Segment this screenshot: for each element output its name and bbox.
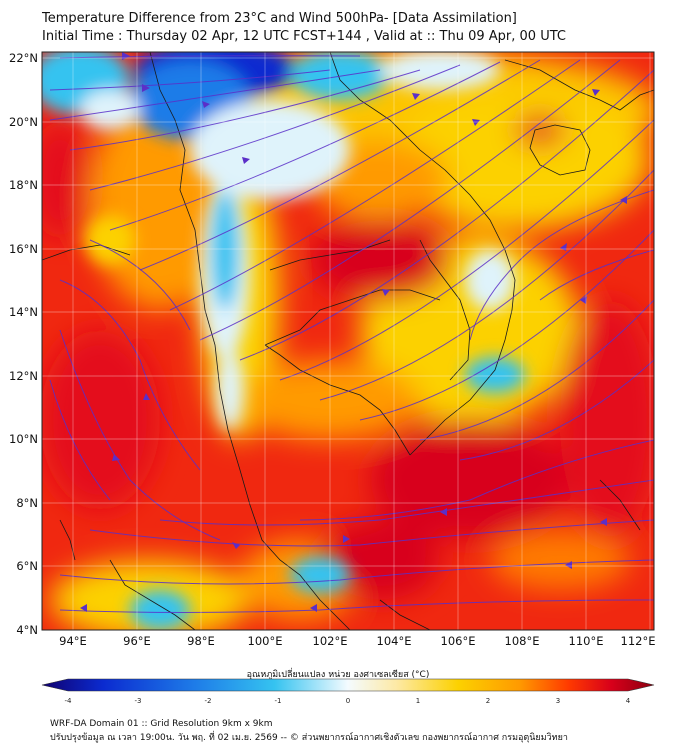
title-line-1: Temperature Difference from 23°C and Win…	[42, 11, 517, 26]
lon-label: 108°E	[505, 634, 540, 648]
lon-label: 102°E	[313, 634, 348, 648]
temperature-field	[42, 52, 654, 630]
lat-label: 16°N	[9, 242, 38, 256]
colorbar: -4 -3 -2 -1 0 1 2 3 4	[41, 678, 655, 705]
lat-label: 12°N	[9, 369, 38, 383]
coastlines	[42, 52, 654, 630]
lon-label: 106°E	[441, 634, 476, 648]
longitude-labels: 94°E 96°E 98°E 100°E 102°E 104°E 106°E 1…	[59, 634, 655, 648]
colorbar-bar	[41, 678, 655, 692]
colorbar-tick: 0	[346, 697, 350, 705]
colorbar-tick: 4	[626, 697, 631, 705]
footer-line-1: WRF-DA Domain 01 :: Grid Resolution 9km …	[50, 719, 273, 729]
colorbar-tick: -2	[205, 697, 212, 705]
colorbar-tick: -3	[135, 697, 142, 705]
lon-label: 112°E	[621, 634, 656, 648]
colorbar-tick: -1	[275, 697, 282, 705]
title-line-2: Initial Time : Thursday 02 Apr, 12 UTC F…	[42, 29, 566, 44]
lat-label: 20°N	[9, 115, 38, 129]
chart-title: Temperature Difference from 23°C and Win…	[42, 10, 566, 46]
colorbar-tick: -4	[65, 697, 73, 705]
weather-map: 22°N 20°N 18°N 16°N 14°N 12°N 10°N 8°N 6…	[9, 51, 655, 648]
lat-label: 6°N	[16, 559, 38, 573]
map-frame	[41, 51, 655, 631]
lon-label: 98°E	[187, 634, 215, 648]
colorbar-tick: 2	[486, 697, 490, 705]
colorbar-label: อุณหภูมิเปลี่ยนแปลง หน่วย องศาเซลเซียส (…	[246, 670, 430, 680]
graticule	[42, 52, 654, 630]
lat-label: 22°N	[9, 51, 38, 65]
lat-label: 14°N	[9, 305, 38, 319]
lon-label: 104°E	[377, 634, 412, 648]
latitude-labels: 22°N 20°N 18°N 16°N 14°N 12°N 10°N 8°N 6…	[9, 51, 38, 637]
lat-label: 10°N	[9, 432, 38, 446]
lon-label: 94°E	[59, 634, 87, 648]
lon-label: 110°E	[569, 634, 604, 648]
colorbar-tick: 3	[556, 697, 560, 705]
lat-label: 4°N	[16, 623, 38, 637]
lat-label: 8°N	[16, 496, 38, 510]
wind-streamlines	[49, 55, 654, 613]
lat-label: 18°N	[9, 178, 38, 192]
lon-label: 100°E	[248, 634, 283, 648]
colorbar-tick: 1	[416, 697, 420, 705]
wind-arrowheads	[80, 52, 627, 612]
lon-label: 96°E	[123, 634, 151, 648]
footer: WRF-DA Domain 01 :: Grid Resolution 9km …	[50, 717, 568, 745]
footer-line-2: ปรับปรุงข้อมูล ณ เวลา 19:00น. วัน พฤ. ที…	[50, 733, 568, 743]
